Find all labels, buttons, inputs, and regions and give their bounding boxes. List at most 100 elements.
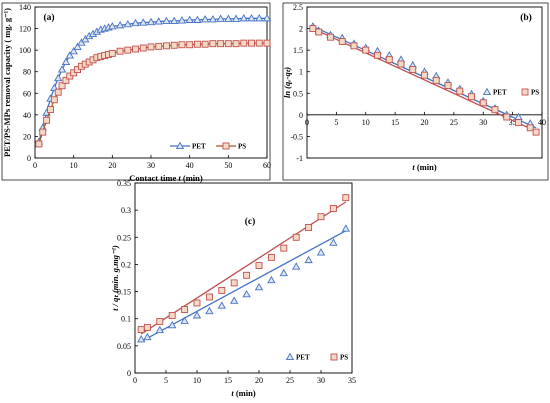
data-point [205,306,214,315]
panel-label: (b) [520,12,532,23]
data-point [69,46,78,55]
x-axis-label: t (min) [231,388,256,398]
data-point [279,268,288,277]
chart-panel-c: 0 5 10 15 20 25 30 35 0 0.05 0.1 0.15 0.2 0.25 0.3 0.35… [110,179,356,398]
data-point [526,124,534,132]
legend: PET PS [285,352,348,362]
x-tick-label: 40 [186,161,194,170]
data-point [200,15,210,23]
data-point [305,224,313,231]
data-point [139,18,148,26]
y-tick-label: -0.5 [290,132,303,141]
y-tick-label: 100 [19,46,31,55]
data-point [193,15,202,23]
x-tick-label: 30 [147,161,155,170]
fit-line [140,230,347,343]
x-axis-label: t (min) [412,162,437,172]
legend-label: PET [296,354,310,362]
fit-line [140,201,347,335]
y-tick-label: 40 [23,111,31,120]
y-tick-label: 2.5 [293,3,303,12]
data-point [421,71,428,79]
data-point [61,57,71,66]
x-tick-label: 10 [193,376,201,385]
data-point [374,51,381,59]
chart-panel-b: 0 5 10 15 20 25 30 35 40-1-0.500.511.522.5(b)ln … [282,2,549,181]
data-point [115,21,125,29]
data-point [170,41,178,49]
legend-label: PET [493,89,507,97]
x-tick-label: 15 [224,376,232,385]
y-tick-label: 0 [27,154,31,163]
data-point [216,14,225,22]
legend-marker [482,87,492,96]
y-tick-label: 0.15 [117,288,131,297]
data-point [47,106,54,113]
x-tick-label: 30 [479,118,487,127]
y-tick-label: 1 [299,68,303,77]
x-axis-label-var: t [412,162,415,172]
x-axis-label-var: t [178,173,181,183]
data-point [156,317,164,325]
y-tick-label: 2 [299,25,303,34]
data-point [254,282,264,291]
data-point [292,233,300,241]
y-tick-label: 80 [23,68,31,77]
data-point [168,320,177,329]
panel-label: (a) [43,12,54,23]
x-tick-label: 20 [421,118,429,127]
data-point [267,253,275,261]
data-point [139,44,147,52]
data-point [255,262,263,269]
data-point [180,316,189,324]
legend: PET PS [482,87,539,97]
data-point [155,42,163,50]
data-point [193,40,201,48]
data-point [146,17,156,26]
data-point [65,51,74,59]
x-tick-label: 5 [334,118,338,127]
data-point [137,326,145,334]
data-point [124,46,132,54]
data-point [491,106,499,114]
data-point [43,116,51,124]
data-point [479,99,487,107]
data-point [263,39,271,47]
data-point [217,40,225,48]
data-point [397,60,405,68]
data-point [342,194,350,202]
data-point [315,28,323,36]
data-point [329,238,338,246]
legend-label: PS [531,89,539,97]
data-point [168,312,176,319]
data-point [515,119,522,127]
x-axis-label-prefix: Contact time [129,173,178,183]
data-point [280,244,288,252]
x-tick-label: 0 [133,376,137,385]
series-PS [309,25,540,136]
data-point [54,73,63,82]
x-tick-label: 35 [509,118,517,127]
data-point [350,42,358,50]
x-tick-label: 5 [164,376,168,385]
y-tick-label: 20 [23,132,31,141]
data-point [317,213,325,221]
data-point [143,323,151,331]
y-axis-label: ln (qₑ-qₜ) [282,67,292,98]
data-point [218,287,226,294]
data-point [247,14,256,22]
data-point [58,82,66,90]
series-line [38,17,267,142]
y-tick-label: -1 [296,154,303,163]
data-point [309,25,317,33]
fit-line [312,27,537,132]
y-tick-label: 140 [19,3,31,12]
x-tick-label: 10 [362,118,370,127]
data-point [185,15,194,23]
data-point [255,39,263,47]
y-axis-label: PET/PS-MPs removal capacity ( mg. g⁻¹) [2,8,12,157]
data-point [73,42,82,50]
x-tick-label: 25 [286,376,294,385]
x-tick-label: 25 [450,118,458,127]
data-point [209,40,217,48]
